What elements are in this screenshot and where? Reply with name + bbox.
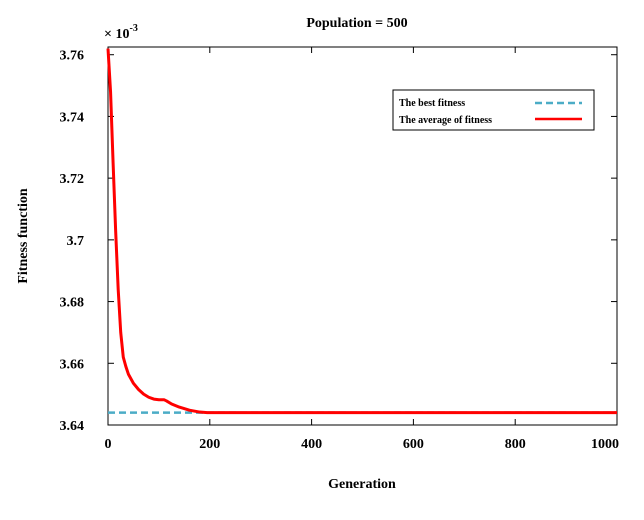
- chart-title: Population = 500: [306, 16, 407, 31]
- plot-area: [107, 46, 618, 426]
- legend: The best fitness The average of fitness: [392, 89, 595, 131]
- y-tick-label: 3.72: [60, 172, 85, 187]
- y-axis-ticks: 3.64 3.66 3.68 3.7 3.72 3.74 3.76: [60, 49, 617, 434]
- legend-label-average-fitness: The average of fitness: [399, 115, 492, 126]
- y-multiplier-base: × 10: [104, 27, 129, 42]
- x-tick-label: 0: [105, 437, 112, 452]
- legend-label-best-fitness: The best fitness: [399, 98, 465, 109]
- x-tick-label: 200: [199, 437, 220, 452]
- x-tick-label: 600: [403, 437, 424, 452]
- y-multiplier-exponent: -3: [129, 23, 137, 34]
- y-tick-label: 3.68: [60, 296, 85, 311]
- y-multiplier: × 10-3: [104, 23, 138, 42]
- series-line-1: [106, 48, 617, 415]
- y-tick-label: 3.7: [67, 234, 85, 249]
- y-tick-label: 3.64: [60, 419, 85, 434]
- x-axis-label: Generation: [328, 477, 396, 492]
- x-tick-label: 800: [505, 437, 526, 452]
- x-tick-label: 1000: [591, 437, 619, 452]
- y-tick-label: 3.66: [60, 357, 85, 372]
- series-layer: [106, 48, 617, 415]
- legend-box: [392, 89, 595, 131]
- x-tick-label: 400: [301, 437, 322, 452]
- y-tick-label: 3.74: [60, 110, 85, 125]
- y-axis-label: Fitness function: [16, 188, 31, 284]
- x-axis-ticks: 0 200 400 600 800 1000: [105, 47, 619, 452]
- y-tick-label: 3.76: [60, 49, 85, 64]
